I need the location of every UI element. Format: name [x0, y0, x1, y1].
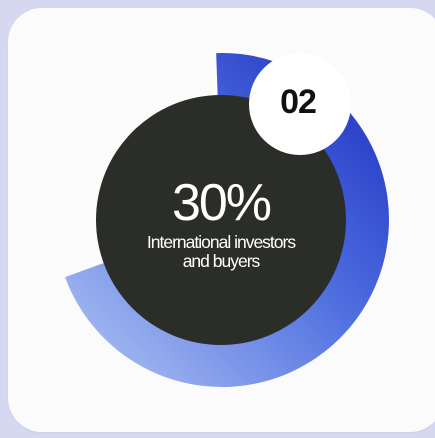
- step-badge: 02: [249, 53, 351, 155]
- step-number: 02: [280, 82, 317, 121]
- stat-value: 30%: [171, 174, 272, 232]
- stat-label: International investors and buyers: [146, 232, 296, 271]
